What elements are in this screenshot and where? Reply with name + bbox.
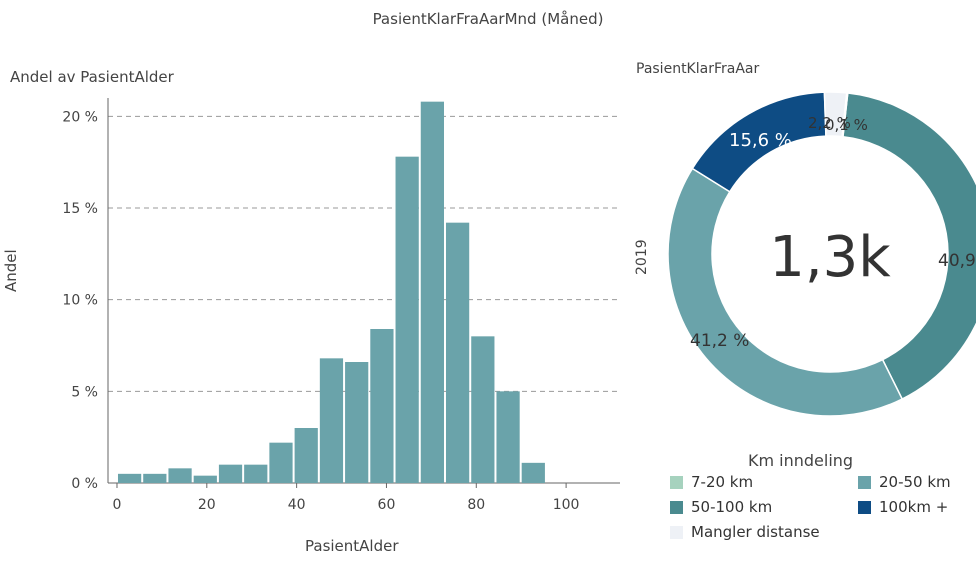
legend-swatch bbox=[670, 500, 683, 514]
x-tick-label: 0 bbox=[113, 497, 122, 513]
histogram-bar bbox=[345, 362, 369, 483]
histogram-x-axis-label: PasientAlder bbox=[305, 537, 399, 555]
donut-slice bbox=[667, 167, 904, 417]
legend-label: 7-20 km bbox=[691, 473, 754, 491]
legend-item-50-100km[interactable]: 50-100 km bbox=[670, 498, 772, 516]
x-tick-label: 100 bbox=[553, 497, 580, 513]
legend-swatch bbox=[670, 475, 683, 489]
donut-slice-label: 2,2 % bbox=[808, 114, 851, 132]
legend-item-mangler-distanse[interactable]: Mangler distanse bbox=[670, 523, 820, 541]
legend-swatch bbox=[858, 475, 871, 489]
page-title: PasientKlarFraAarMnd (Måned) bbox=[372, 10, 604, 28]
legend-swatch bbox=[858, 500, 871, 514]
donut-title: PasientKlarFraAar bbox=[636, 61, 760, 77]
histogram-bar bbox=[471, 336, 495, 483]
legend-label: 100km + bbox=[879, 498, 949, 516]
histogram-bar bbox=[395, 156, 419, 483]
legend-item-20-50km[interactable]: 20-50 km bbox=[858, 473, 951, 491]
donut-slice bbox=[841, 92, 849, 138]
legend-item-7-20km[interactable]: 7-20 km bbox=[670, 473, 753, 491]
histogram-bar bbox=[319, 358, 344, 483]
x-tick-label: 60 bbox=[378, 497, 396, 513]
donut-slice-label: 0,1 % bbox=[825, 116, 868, 134]
donut-slice-label: 15,6 % bbox=[729, 130, 792, 151]
histogram-bar bbox=[218, 464, 243, 483]
histogram-bar bbox=[370, 329, 394, 483]
legend-item-100km-plus[interactable]: 100km + bbox=[858, 498, 948, 516]
histogram-bar bbox=[420, 101, 444, 484]
donut-slice-label: 41,2 % bbox=[690, 331, 749, 351]
histogram-title: Andel av PasientAlder bbox=[10, 68, 174, 86]
legend-label: 50-100 km bbox=[691, 498, 773, 516]
legend-label: 20-50 km bbox=[879, 473, 951, 491]
y-tick-label: 10 % bbox=[62, 293, 98, 309]
legend-title: Km inndeling bbox=[748, 451, 854, 470]
histogram-bar bbox=[168, 468, 192, 483]
legend-swatch bbox=[670, 525, 683, 539]
histogram-bar bbox=[193, 475, 217, 483]
x-tick-label: 40 bbox=[288, 497, 306, 513]
donut-slice bbox=[842, 92, 976, 401]
histogram-bar bbox=[269, 442, 293, 483]
histogram-bar bbox=[294, 428, 318, 483]
y-tick-label: 0 % bbox=[71, 476, 98, 492]
y-tick-label: 20 % bbox=[62, 109, 98, 125]
y-tick-label: 5 % bbox=[71, 384, 98, 400]
histogram-bar bbox=[244, 464, 268, 483]
histogram-bar bbox=[521, 462, 545, 483]
histogram-bar bbox=[445, 222, 470, 483]
histogram-bar bbox=[143, 473, 167, 483]
histogram-bar bbox=[117, 473, 142, 483]
y-tick-label: 15 % bbox=[62, 201, 98, 217]
x-tick-label: 20 bbox=[198, 497, 216, 513]
donut-center-label: 1,3k bbox=[769, 225, 891, 290]
x-tick-label: 80 bbox=[467, 497, 485, 513]
legend-label: Mangler distanse bbox=[691, 523, 820, 541]
histogram-bar bbox=[496, 391, 520, 483]
donut-slice-label: 40,9 % bbox=[938, 251, 976, 271]
